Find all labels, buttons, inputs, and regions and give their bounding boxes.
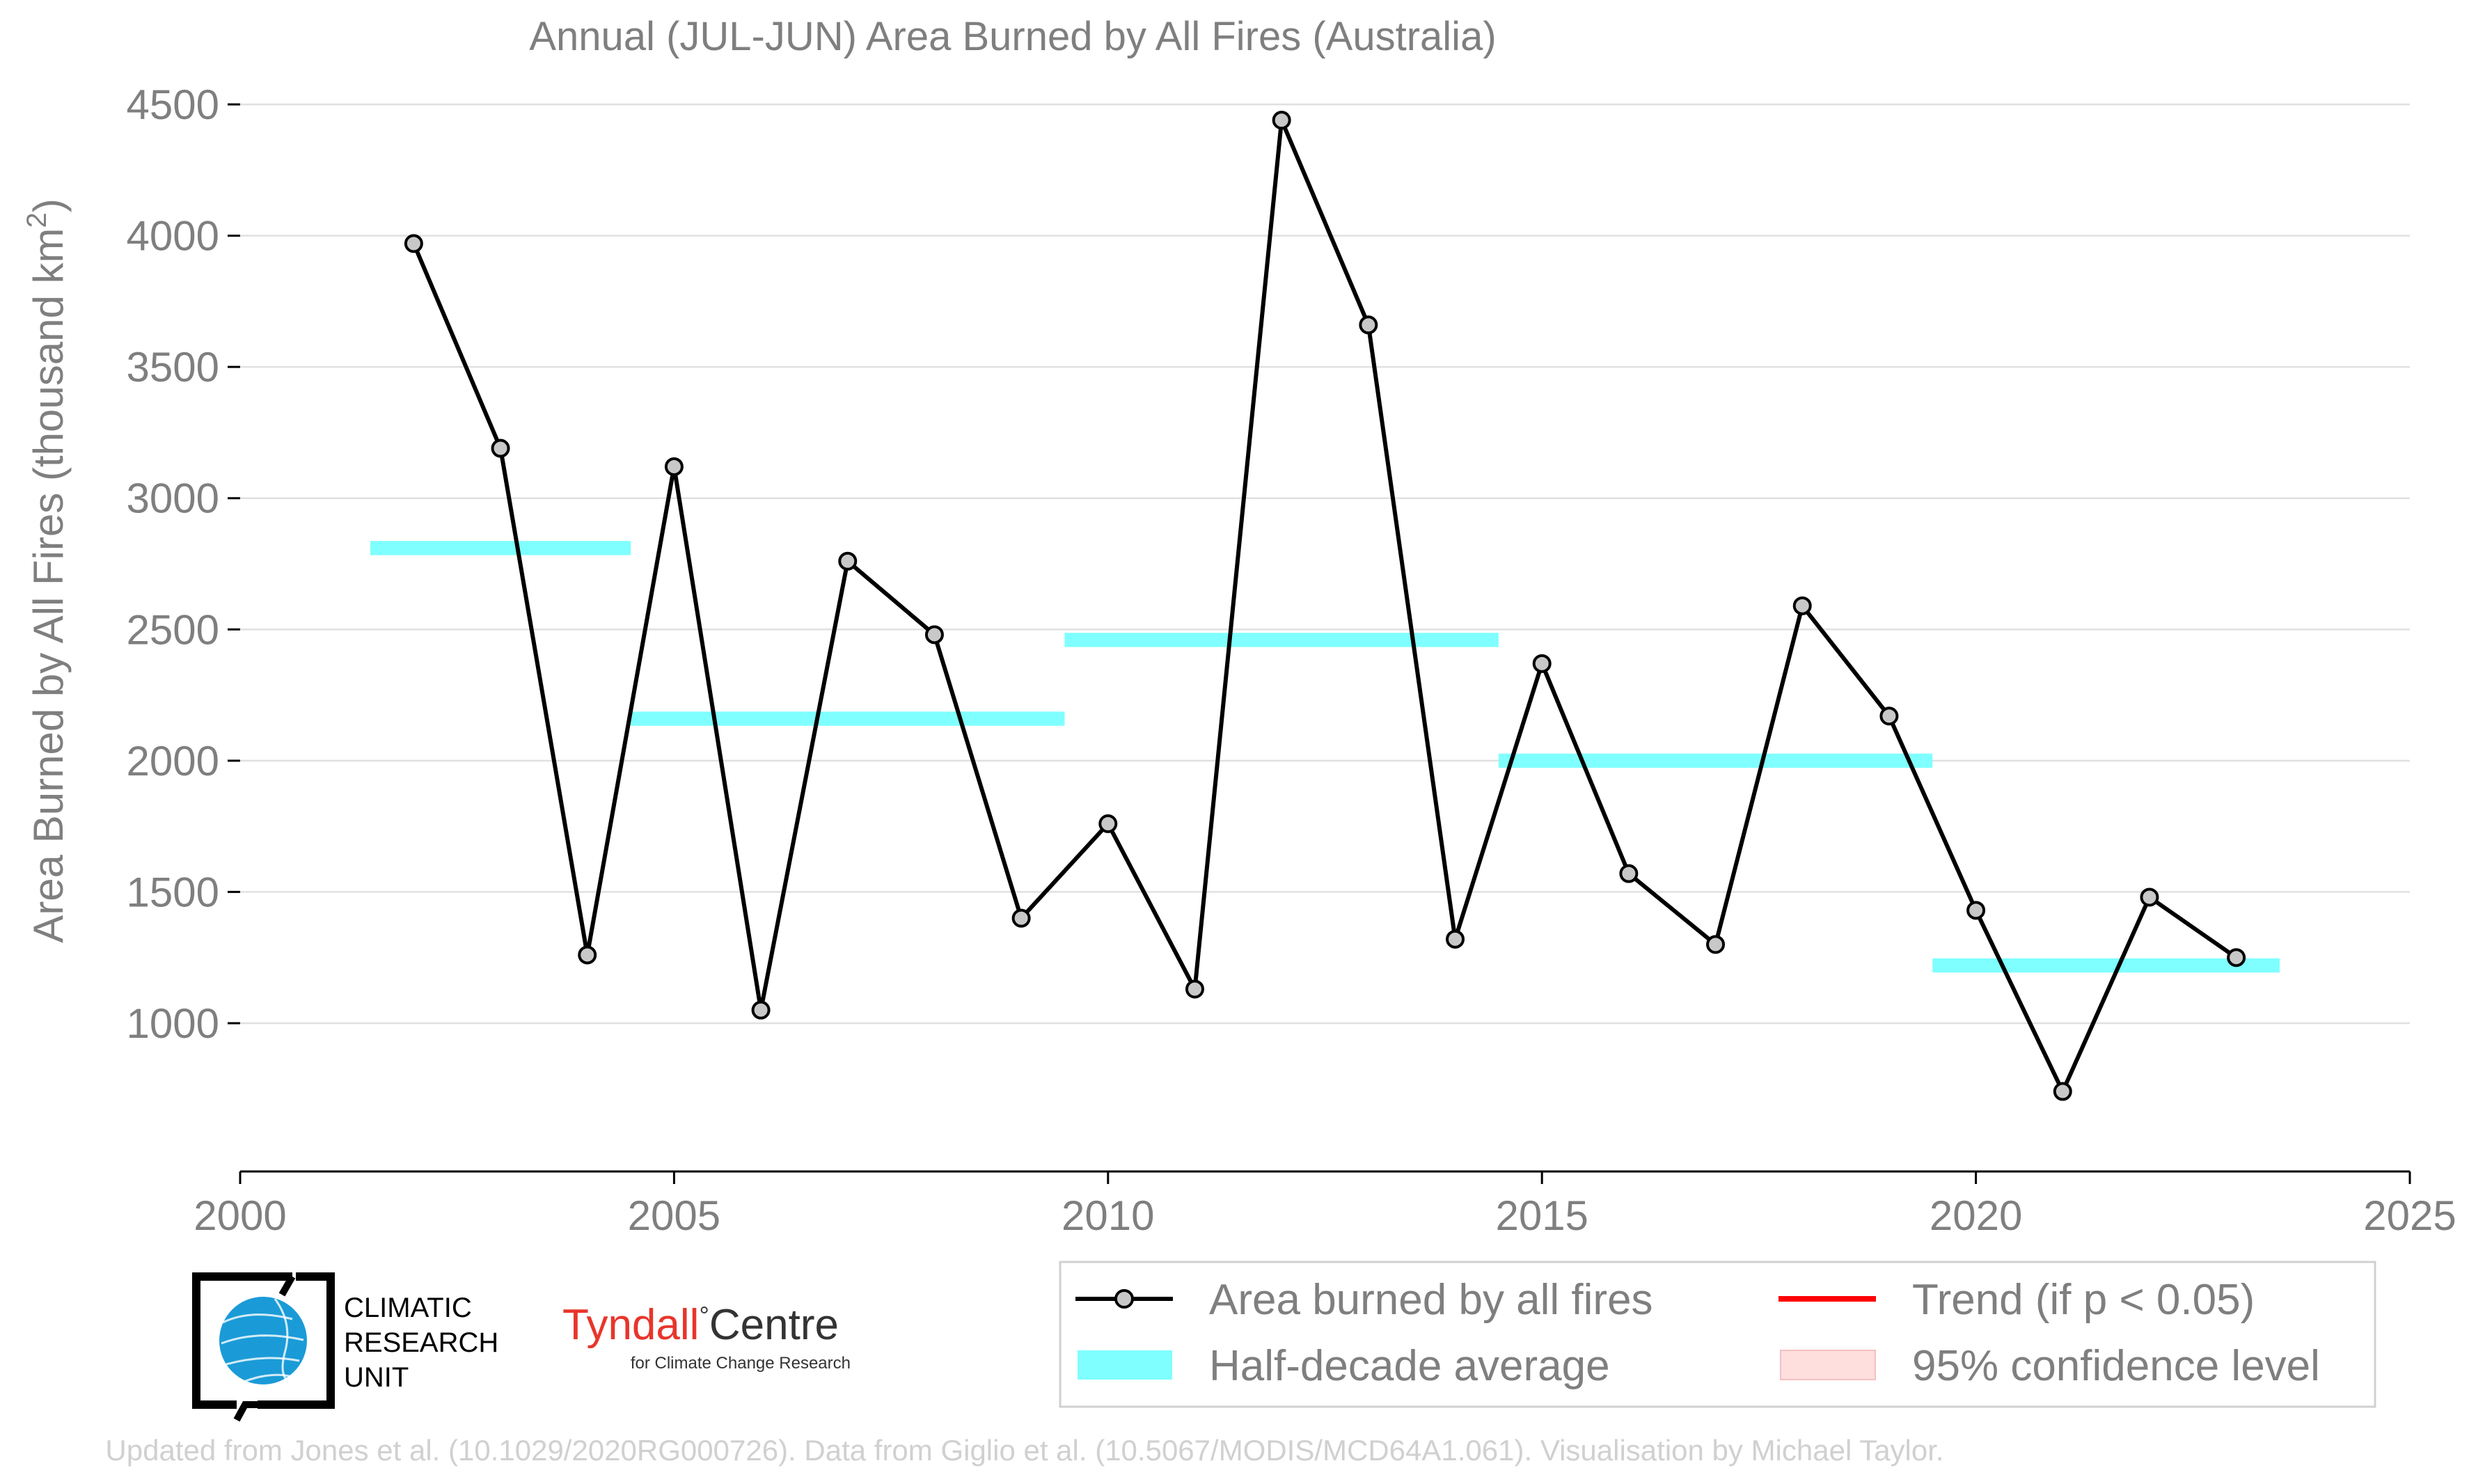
data-point-2008	[924, 625, 944, 645]
tyndall-logo: Tyndall°Centre for Climate Change Resear…	[562, 1301, 851, 1373]
y-tick-label: 3500	[127, 344, 219, 390]
x-tick-label: 2025	[2363, 1192, 2456, 1239]
data-point-2007	[838, 551, 858, 571]
x-tick-label: 2015	[1495, 1192, 1588, 1239]
data-point-2012	[1272, 111, 1291, 130]
data-point-2013	[1359, 315, 1378, 335]
half-decade-band-1	[631, 711, 1065, 726]
data-point-2003	[491, 439, 510, 458]
data-point-2015	[1532, 654, 1552, 673]
y-tick-label: 2000	[127, 738, 219, 784]
x-tick-label: 2000	[194, 1192, 286, 1239]
legend: Area burned by all fires Trend (if p < 0…	[1059, 1261, 2376, 1408]
data-point-2006	[751, 1000, 771, 1020]
y-tick-label: 4500	[127, 81, 219, 128]
data-point-2017	[1706, 935, 1726, 954]
data-point-2014	[1446, 929, 1465, 949]
tyndall-wordmark: Tyndall°Centre	[562, 1301, 839, 1349]
data-point-2020	[1966, 901, 1986, 920]
cru-bracket-right	[258, 1272, 335, 1409]
data-point-2004	[578, 945, 597, 965]
y-tick-label: 4000	[127, 213, 219, 260]
half-decade-band-0	[370, 541, 631, 555]
legend-label-confidence: 95% confidence level	[1912, 1342, 2320, 1390]
legend-label-half-decade: Half-decade average	[1209, 1342, 1610, 1390]
data-point-2016	[1619, 864, 1639, 883]
data-point-2018	[1792, 596, 1812, 615]
half-decade-band-2	[1064, 633, 1499, 647]
data-point-2002	[404, 234, 423, 253]
legend-label-trend: Trend (if p < 0.05)	[1912, 1276, 2255, 1324]
data-point-2005	[664, 457, 684, 476]
x-tick-label: 2005	[628, 1192, 720, 1239]
data-point-2010	[1098, 814, 1118, 833]
legend-swatch-half-decade	[1078, 1350, 1172, 1380]
series-area-burned	[404, 111, 2246, 1101]
footer-credit: Updated from Jones et al. (10.1029/2020R…	[105, 1434, 1943, 1467]
y-tick-label: 1000	[127, 1000, 219, 1047]
chart-title: Annual (JUL-JUN) Area Burned by All Fire…	[529, 14, 1496, 59]
data-point-2022	[2140, 887, 2159, 907]
series-line	[411, 118, 2238, 1094]
legend-frame	[1059, 1261, 2376, 1408]
cru-line-1: CLIMATIC	[344, 1293, 472, 1323]
x-tick-label: 2010	[1062, 1192, 1154, 1239]
y-tick-label: 2500	[127, 606, 219, 653]
y-tick-label: 1500	[127, 869, 219, 915]
data-point-2023	[2227, 948, 2246, 968]
y-axis: 1000 1500 2000 2500 3000 3500 4000 4500	[127, 81, 240, 1047]
legend-label-area-burned: Area burned by all fires	[1209, 1276, 1653, 1324]
grid	[240, 103, 2410, 1025]
data-point-2019	[1879, 707, 1899, 726]
cru-bracket-left	[192, 1272, 292, 1409]
cru-logo: CLIMATIC RESEARCH UNIT	[192, 1272, 498, 1422]
data-point-2009	[1011, 908, 1031, 928]
cru-slash	[233, 1274, 296, 1422]
y-tick-label: 3000	[127, 475, 219, 522]
y-axis-label: Area Burned by All Fires (thousand km2)	[22, 198, 72, 942]
half-decade-bands	[370, 541, 2280, 973]
half-decade-band-4	[1932, 958, 2280, 973]
cru-line-2: RESEARCH	[344, 1327, 498, 1358]
cru-line-3: UNIT	[344, 1362, 409, 1393]
globe-icon	[219, 1297, 307, 1384]
x-tick-label: 2020	[1930, 1192, 2022, 1239]
data-point-2021	[2053, 1082, 2072, 1101]
data-point-2011	[1185, 979, 1204, 999]
legend-swatch-confidence	[1780, 1350, 1876, 1380]
tyndall-tagline: for Climate Change Research	[631, 1354, 851, 1373]
x-axis: 2000 2005 2010 2015 2020 2025	[194, 1171, 2456, 1239]
half-decade-band-3	[1498, 753, 1933, 768]
legend-marker-area-burned	[1114, 1289, 1134, 1309]
